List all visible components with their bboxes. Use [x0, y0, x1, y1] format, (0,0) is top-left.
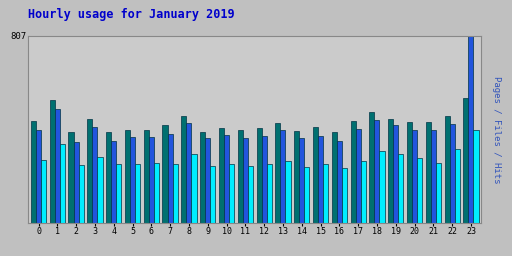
Bar [87, 119, 92, 223]
Bar [286, 161, 290, 223]
Bar [299, 138, 304, 223]
Bar [125, 130, 130, 223]
Bar [238, 130, 243, 223]
Bar [97, 157, 102, 223]
Bar [407, 122, 412, 223]
Bar [186, 123, 191, 223]
Text: Hourly usage for January 2019: Hourly usage for January 2019 [28, 8, 235, 21]
Bar [41, 160, 46, 223]
Bar [210, 166, 216, 223]
Bar [36, 130, 41, 223]
Bar [351, 121, 356, 223]
Bar [50, 100, 55, 223]
Text: Pages / Files / Hits: Pages / Files / Hits [492, 76, 501, 183]
Bar [55, 109, 60, 223]
Bar [181, 116, 186, 223]
Bar [130, 137, 135, 223]
Bar [379, 151, 385, 223]
Bar [412, 130, 417, 223]
Bar [474, 130, 479, 223]
Bar [275, 123, 281, 223]
Bar [243, 138, 248, 223]
Bar [224, 135, 229, 223]
Bar [318, 136, 323, 223]
Bar [450, 124, 455, 223]
Bar [106, 132, 111, 223]
Bar [369, 112, 374, 223]
Bar [79, 165, 84, 223]
Bar [444, 116, 450, 223]
Bar [304, 167, 309, 223]
Bar [116, 164, 121, 223]
Bar [360, 161, 366, 223]
Bar [388, 119, 393, 223]
Bar [463, 98, 468, 223]
Bar [356, 129, 360, 223]
Bar [191, 154, 197, 223]
Bar [144, 130, 149, 223]
Bar [167, 134, 173, 223]
Bar [398, 154, 403, 223]
Bar [342, 168, 347, 223]
Bar [417, 158, 422, 223]
Bar [162, 125, 167, 223]
Bar [468, 36, 474, 223]
Bar [135, 164, 140, 223]
Bar [281, 130, 286, 223]
Bar [337, 141, 342, 223]
Bar [294, 131, 299, 223]
Bar [323, 164, 328, 223]
Bar [455, 149, 460, 223]
Bar [111, 141, 116, 223]
Bar [257, 128, 262, 223]
Bar [267, 164, 272, 223]
Bar [425, 122, 431, 223]
Bar [205, 138, 210, 223]
Bar [69, 132, 74, 223]
Bar [431, 130, 436, 223]
Bar [92, 127, 97, 223]
Bar [393, 125, 398, 223]
Bar [60, 144, 65, 223]
Bar [154, 163, 159, 223]
Bar [248, 166, 253, 223]
Bar [173, 164, 178, 223]
Bar [229, 164, 234, 223]
Bar [200, 132, 205, 223]
Bar [332, 132, 337, 223]
Bar [219, 128, 224, 223]
Bar [374, 120, 379, 223]
Bar [31, 121, 36, 223]
Bar [262, 136, 267, 223]
Bar [74, 142, 79, 223]
Bar [313, 127, 318, 223]
Bar [436, 163, 441, 223]
Bar [149, 137, 154, 223]
